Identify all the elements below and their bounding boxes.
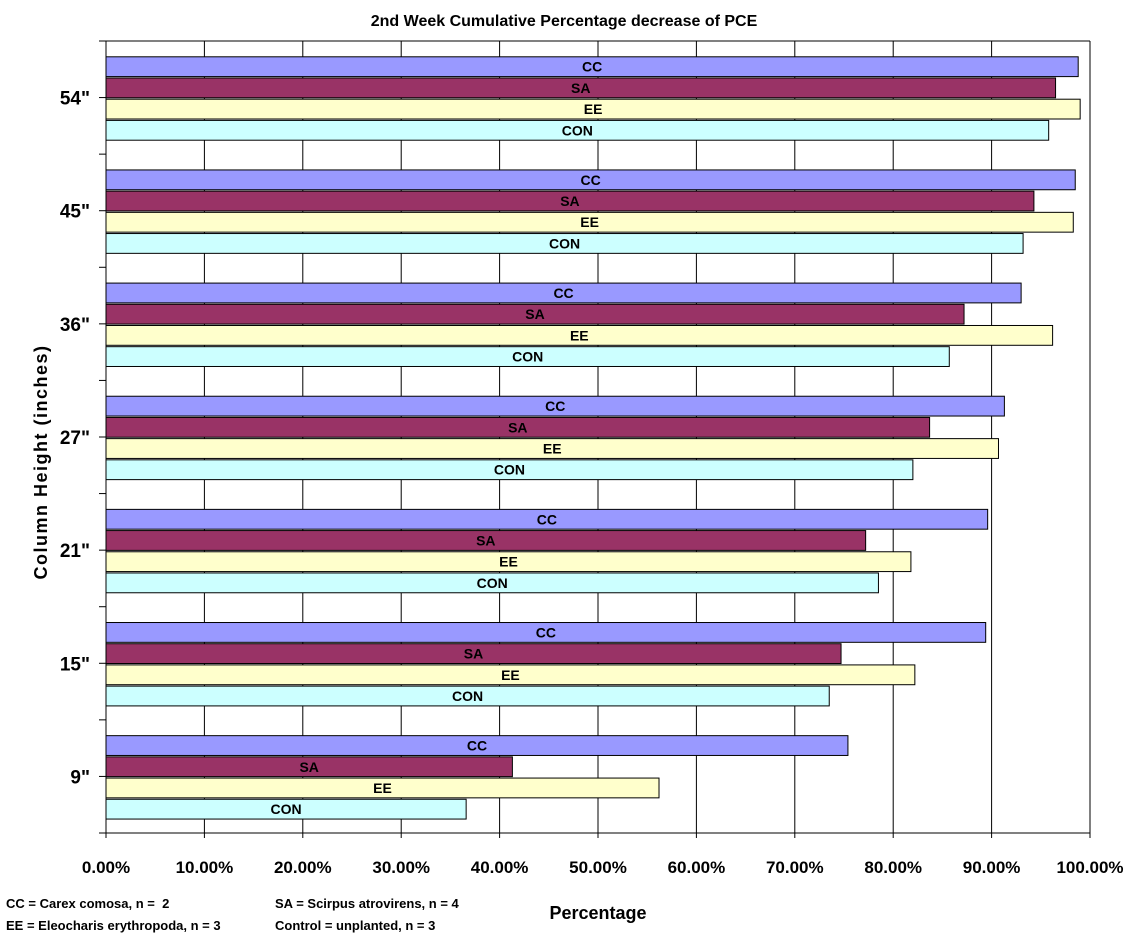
bar-label: SA — [476, 532, 495, 548]
bar-label: EE — [499, 554, 518, 570]
x-tick-label: 50.00% — [569, 858, 627, 877]
axes — [99, 40, 1091, 838]
bar-label: SA — [508, 419, 527, 435]
x-tick-label: 100.00% — [1056, 858, 1123, 877]
bar-label: CC — [582, 59, 602, 75]
bar-label: CON — [494, 462, 525, 478]
legend-note-ee: EE = Eleocharis erythropoda, n = 3 — [6, 918, 221, 933]
bar-label: EE — [580, 214, 599, 230]
bar-label: CON — [452, 688, 483, 704]
x-tick-label: 10.00% — [176, 858, 234, 877]
bar-label: CC — [581, 172, 601, 188]
x-tick-label: 60.00% — [668, 858, 726, 877]
bar-label: SA — [560, 193, 579, 209]
y-category-label: 15" — [60, 654, 90, 675]
y-category-label: 45" — [60, 202, 90, 223]
y-axis-title: Column Height (inches) — [31, 345, 51, 580]
bar-label: SA — [571, 80, 590, 96]
bar-label: CON — [512, 349, 543, 365]
x-tick-label: 90.00% — [963, 858, 1021, 877]
x-tick-label: 0.00% — [82, 858, 130, 877]
chart-title: 2nd Week Cumulative Percentage decrease … — [371, 13, 758, 30]
bar-label: CC — [545, 398, 565, 414]
y-category-label: 54" — [60, 89, 90, 110]
bar-label: CON — [562, 122, 593, 138]
bar-label: CON — [477, 575, 508, 591]
x-tick-label: 20.00% — [274, 858, 332, 877]
bar-label: SA — [299, 759, 318, 775]
bar-label: EE — [373, 780, 392, 796]
bar-label: CC — [536, 624, 556, 640]
x-tick-label: 80.00% — [864, 858, 922, 877]
bar-label: SA — [525, 306, 544, 322]
bar-label: EE — [570, 327, 589, 343]
bar-label: EE — [584, 101, 603, 117]
bar-label: CC — [553, 285, 573, 301]
y-category-label: 9" — [70, 767, 90, 788]
bar-label: CC — [537, 511, 557, 527]
y-category-label: 21" — [60, 541, 90, 562]
legend-note-control: Control = unplanted, n = 3 — [275, 918, 436, 933]
bars: CCSAEECONCCSAEECONCCSAEECONCCSAEECONCCSA… — [105, 56, 1081, 820]
tick-labels: 0.00% 10.00% 20.00% 30.00% 40.00% 50.00% 60.00… — [60, 89, 1124, 877]
x-tick-label: 40.00% — [471, 858, 529, 877]
bar-label: CC — [467, 738, 487, 754]
legend-note-sa: SA = Scirpus atrovirens, n = 4 — [275, 896, 459, 911]
bar-label: SA — [464, 646, 483, 662]
x-tick-label: 30.00% — [372, 858, 430, 877]
x-tick-label: 70.00% — [766, 858, 824, 877]
bar-label: EE — [501, 667, 520, 683]
bar-label: EE — [543, 441, 562, 457]
x-axis-title: Percentage — [549, 903, 646, 923]
legend-note-cc: CC = Carex comosa, n = 2 — [6, 896, 170, 911]
bar-label: CON — [271, 801, 302, 817]
bar-label: CON — [549, 235, 580, 251]
y-category-label: 27" — [60, 428, 90, 449]
y-category-label: 36" — [60, 315, 90, 336]
